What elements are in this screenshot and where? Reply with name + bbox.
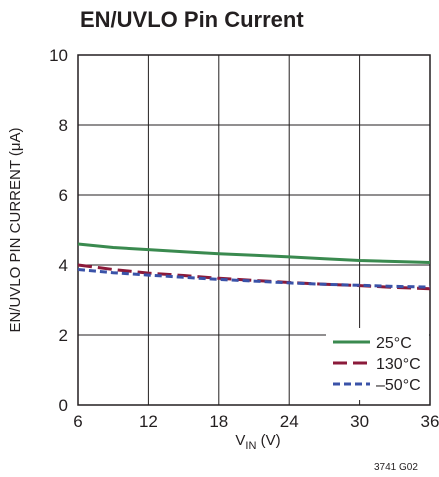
chart-title: EN/UVLO Pin Current [80,7,304,32]
x-tick-label: 36 [421,412,439,431]
x-axis-label-subscript: IN [245,440,256,452]
figure-code: 3741 G02 [374,462,418,473]
x-tick-label: 12 [139,412,158,431]
x-tick-label: 24 [280,412,299,431]
x-tick-label: 18 [209,412,228,431]
x-axis-label-main: V [235,432,245,449]
legend: 25°C 130°C –50°C [326,328,429,400]
series-group [77,242,431,291]
y-tick-label: 2 [59,326,68,345]
y-tick-label: 6 [59,186,68,205]
y-tick-label: 4 [59,256,68,275]
legend-label: –50°C [376,377,421,394]
plot-frame [77,54,431,406]
y-tick-label: 10 [49,46,68,65]
x-tick-label: 30 [350,412,369,431]
series-line [77,242,431,264]
y-tick-label: 8 [59,116,68,135]
x-axis-label-unit: (V) [256,432,280,449]
legend-label: 130°C [376,356,421,373]
series-line [77,268,431,289]
x-tick-label: 6 [73,412,82,431]
y-axis-label: EN/UVLO PIN CURRENT (μA) [7,127,24,332]
legend-label: 25°C [376,335,412,352]
y-tick-label: 0 [59,396,68,415]
x-axis-label: VIN (V) [235,432,280,452]
